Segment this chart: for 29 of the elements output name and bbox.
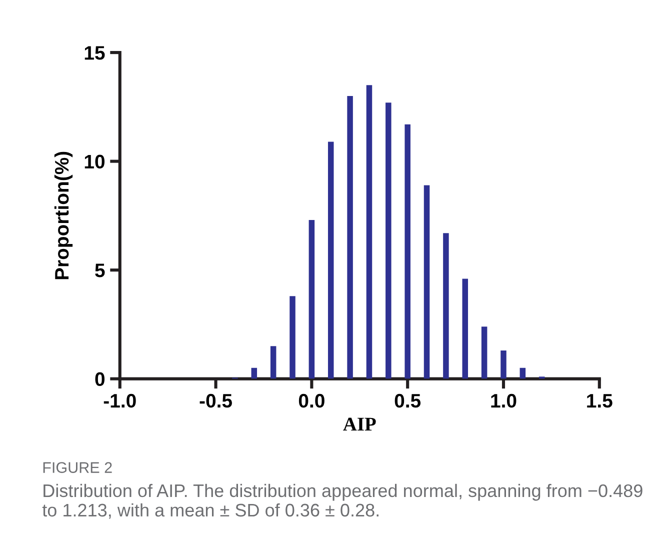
- bar: [481, 326, 488, 379]
- x-tick-label: 0.5: [394, 394, 421, 408]
- y-axis-title: Proportion(%): [54, 152, 73, 280]
- bar: [270, 346, 276, 379]
- y-tick-label: 0: [95, 372, 104, 386]
- bar: [404, 124, 410, 379]
- x-tick-label: 1.0: [491, 394, 516, 408]
- bar: [328, 142, 334, 379]
- bar: [251, 368, 258, 379]
- bar: [290, 296, 296, 379]
- y-tick-label: 5: [95, 264, 105, 278]
- x-tick-label: 1.5: [587, 394, 612, 408]
- bar: [520, 368, 526, 379]
- x-tick-label: -1.0: [104, 394, 136, 408]
- x-axis-title: AIP: [343, 418, 376, 431]
- bar: [386, 102, 392, 379]
- bar: [308, 220, 315, 379]
- x-tick-label: -0.5: [200, 394, 232, 408]
- bar: [366, 85, 372, 379]
- caption: FIGURE 2: [43, 462, 112, 473]
- bar: [424, 185, 430, 379]
- text: Distribution of AIP. The distribution appeared normal, spanning from −0.489 to 1.213, with a mean ± SD of 0.36 ± 0.28.: [42, 484, 642, 519]
- bar: [462, 278, 468, 379]
- y-tick-label: 10: [84, 154, 104, 169]
- bar: [500, 350, 506, 379]
- bar: [347, 96, 353, 379]
- bar: [443, 233, 449, 379]
- x-tick-label: 0.0: [298, 394, 324, 408]
- y-tick-label: 15: [84, 46, 105, 60]
